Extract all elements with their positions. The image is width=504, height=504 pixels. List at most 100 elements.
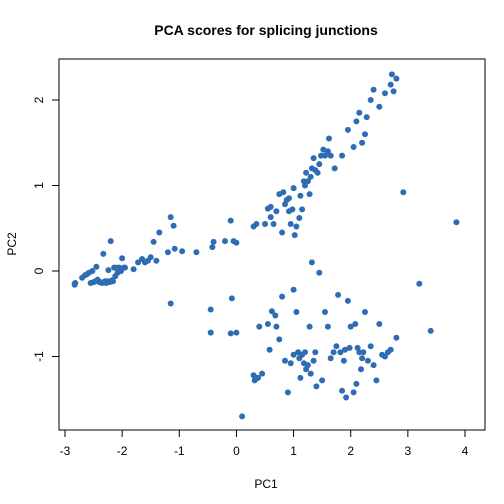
- data-point: [302, 182, 308, 189]
- data-point: [303, 169, 310, 176]
- data-point: [307, 173, 314, 180]
- data-point: [416, 280, 423, 287]
- data-point: [284, 389, 291, 396]
- data-point: [210, 238, 217, 245]
- data-point: [122, 264, 128, 271]
- data-point: [153, 257, 160, 264]
- data-point: [387, 81, 394, 88]
- data-point: [316, 161, 323, 168]
- data-point: [352, 321, 359, 327]
- y-axis: -1 0 1 2: [32, 96, 60, 362]
- data-point: [340, 357, 347, 364]
- data-point: [207, 306, 214, 313]
- data-point: [358, 366, 364, 373]
- data-point: [359, 139, 366, 146]
- data-point: [347, 323, 354, 330]
- data-point: [330, 349, 337, 356]
- data-point: [342, 346, 348, 353]
- data-point: [279, 229, 286, 236]
- data-point: [353, 380, 360, 387]
- data-point: [264, 321, 271, 327]
- data-point: [209, 244, 216, 251]
- data-point: [319, 377, 326, 384]
- data-point: [307, 370, 314, 377]
- data-point: [228, 295, 235, 302]
- data-point: [344, 297, 351, 304]
- data-point: [227, 330, 234, 337]
- y-tick-label: -1: [32, 351, 46, 362]
- x-axis-label: PC1: [254, 477, 278, 491]
- data-point: [304, 362, 311, 369]
- data-point: [293, 223, 300, 230]
- data-point: [304, 178, 311, 185]
- data-point: [350, 144, 357, 150]
- x-tick-label: 1: [290, 444, 297, 458]
- plot-frame: [58, 58, 486, 431]
- data-point: [327, 355, 334, 362]
- x-axis: -3 -2 -1 0 1 2 3 4: [60, 429, 469, 458]
- data-point: [164, 249, 171, 256]
- y-tick-label: 0: [32, 267, 46, 274]
- data-point: [107, 238, 114, 245]
- data-point: [110, 278, 116, 285]
- data-point: [324, 148, 331, 155]
- data-point: [308, 259, 315, 266]
- x-tick-label: -3: [60, 444, 71, 458]
- data-point: [276, 336, 283, 343]
- data-point: [253, 221, 260, 227]
- y-axis-label: PC2: [5, 232, 19, 256]
- data-point: [296, 215, 303, 221]
- data-point: [89, 268, 96, 274]
- data-point: [259, 370, 266, 377]
- points-layer: [71, 71, 460, 420]
- x-tick-label: -1: [174, 444, 185, 458]
- data-point: [130, 266, 137, 273]
- data-point: [273, 323, 280, 330]
- x-tick-label: 0: [233, 444, 240, 458]
- data-point: [390, 88, 397, 95]
- data-point: [314, 169, 321, 176]
- data-point: [286, 195, 292, 202]
- y-tick-label: 1: [32, 182, 46, 189]
- data-point: [356, 109, 363, 116]
- data-point: [72, 280, 79, 286]
- data-point: [171, 245, 178, 252]
- data-point: [273, 208, 280, 215]
- data-point: [233, 239, 240, 246]
- data-point: [370, 86, 377, 93]
- data-point: [373, 377, 380, 384]
- x-tick-label: 4: [462, 444, 469, 458]
- data-point: [382, 353, 388, 360]
- data-point: [170, 222, 177, 229]
- data-point: [266, 346, 273, 353]
- data-point: [100, 250, 107, 257]
- x-tick-label: 2: [347, 444, 354, 458]
- data-point: [299, 206, 306, 213]
- data-point: [290, 286, 297, 293]
- data-point: [222, 238, 228, 245]
- data-point: [327, 152, 334, 159]
- data-point: [335, 291, 342, 298]
- data-point: [267, 214, 274, 221]
- data-point: [297, 374, 304, 381]
- data-point: [290, 185, 297, 192]
- data-point: [280, 189, 287, 196]
- data-point: [287, 221, 294, 227]
- data-point: [255, 374, 262, 381]
- data-point: [167, 300, 174, 307]
- y-tick-label: 2: [32, 96, 46, 103]
- data-point: [322, 152, 328, 159]
- data-point: [343, 394, 350, 401]
- data-point: [105, 267, 112, 274]
- data-point: [388, 71, 395, 78]
- data-point: [279, 293, 286, 300]
- data-point: [297, 192, 304, 199]
- data-point: [306, 191, 313, 198]
- data-point: [382, 90, 388, 97]
- data-point: [339, 152, 346, 159]
- data-point: [267, 203, 274, 210]
- data-point: [316, 269, 323, 276]
- data-point: [93, 263, 100, 270]
- data-point: [262, 221, 268, 227]
- data-point: [270, 221, 277, 227]
